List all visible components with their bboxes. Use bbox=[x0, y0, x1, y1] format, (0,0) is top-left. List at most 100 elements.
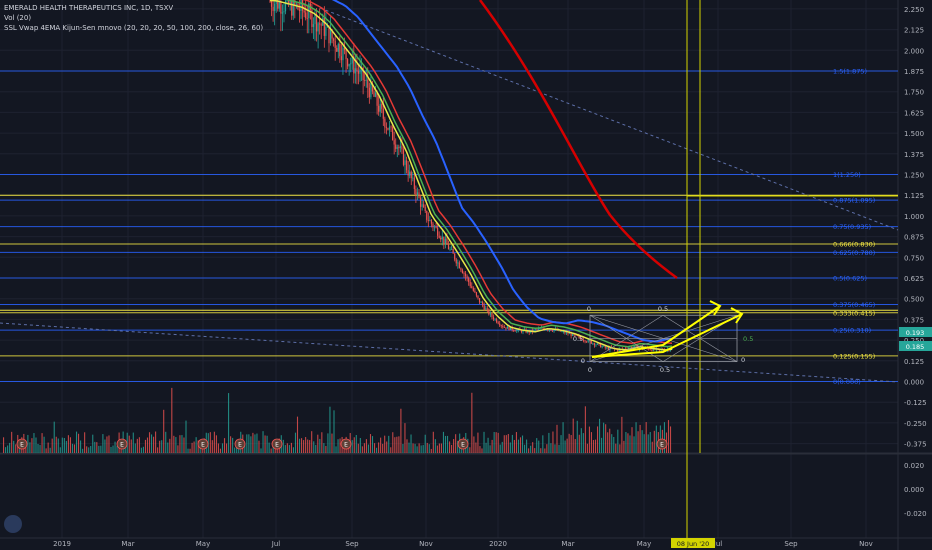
volume-bar bbox=[509, 442, 511, 453]
volume-bar bbox=[550, 443, 552, 453]
volume-bar bbox=[558, 444, 560, 453]
fib-level-label: 0.625(0.780) bbox=[833, 249, 875, 257]
volume-bar bbox=[562, 422, 564, 453]
candle-body bbox=[582, 340, 585, 341]
fib-level-label: 1(1.250) bbox=[833, 171, 861, 179]
volume-bar bbox=[284, 445, 286, 453]
price-tick-label: 2.125 bbox=[904, 27, 924, 35]
candle-body bbox=[399, 146, 401, 149]
volume-bar bbox=[406, 439, 408, 453]
candle-body bbox=[509, 327, 512, 330]
legend-volume[interactable]: Vol (20) bbox=[4, 14, 32, 22]
volume-bar bbox=[402, 444, 404, 453]
volume-bar bbox=[262, 431, 264, 453]
box-label: 0.5 bbox=[660, 366, 670, 374]
volume-bar bbox=[41, 433, 43, 453]
volume-bar bbox=[138, 437, 140, 453]
volume-bar bbox=[388, 435, 390, 453]
candle-body bbox=[322, 18, 324, 26]
volume-bar bbox=[590, 432, 593, 453]
candle-body bbox=[446, 238, 448, 245]
volume-bar bbox=[519, 437, 522, 453]
volume-bar bbox=[185, 420, 187, 453]
candle-body bbox=[272, 6, 274, 12]
candle-body bbox=[475, 292, 478, 296]
volume-bar bbox=[303, 440, 305, 453]
earnings-marker-label: E bbox=[344, 442, 348, 449]
volume-bar bbox=[578, 434, 580, 453]
volume-bar bbox=[153, 436, 155, 453]
volume-bar bbox=[386, 441, 388, 453]
price-tick-label: 1.375 bbox=[904, 151, 924, 159]
legend-symbol[interactable]: EMERALD HEALTH THERAPEUTICS INC, 1D, TSX… bbox=[4, 4, 174, 12]
candle-body bbox=[435, 226, 437, 228]
candle-body bbox=[404, 160, 406, 165]
candle-body bbox=[405, 160, 408, 171]
volume-bar bbox=[177, 445, 179, 453]
volume-bar bbox=[134, 443, 136, 453]
candle-body bbox=[489, 313, 492, 315]
volume-bar bbox=[258, 440, 260, 453]
candle-body bbox=[522, 330, 524, 333]
volume-bar bbox=[69, 437, 71, 453]
candle-body bbox=[539, 328, 541, 330]
volume-bar bbox=[449, 441, 451, 453]
candle-body bbox=[618, 349, 620, 351]
fib-level-label: 0.5(0.625) bbox=[833, 275, 867, 283]
candle-body bbox=[463, 273, 465, 274]
volume-bar bbox=[335, 446, 337, 453]
volume-bar bbox=[621, 416, 623, 453]
price-badge bbox=[899, 341, 932, 351]
candle-body bbox=[343, 47, 346, 51]
candle-body bbox=[385, 127, 388, 129]
candle-body bbox=[317, 23, 319, 32]
volume-bar bbox=[167, 442, 169, 453]
candle-body bbox=[474, 290, 476, 293]
volume-bar bbox=[309, 440, 311, 453]
volume-bar bbox=[144, 439, 147, 453]
candle-body bbox=[486, 308, 488, 310]
box-label: 0.5 bbox=[573, 335, 583, 343]
volume-bar bbox=[487, 437, 489, 453]
volume-bar bbox=[159, 440, 161, 453]
volume-bar bbox=[442, 431, 445, 453]
volume-bar bbox=[296, 416, 299, 453]
earnings-marker-label: E bbox=[120, 442, 124, 449]
volume-bar bbox=[416, 446, 418, 453]
volume-bar bbox=[45, 448, 47, 453]
volume-bar bbox=[574, 439, 576, 453]
candle-body bbox=[617, 349, 619, 351]
candle-body bbox=[331, 29, 333, 39]
volume-bar bbox=[446, 435, 449, 453]
volume-bar bbox=[59, 447, 61, 453]
candle-body bbox=[410, 171, 412, 179]
candle-body bbox=[357, 70, 360, 74]
volume-bar bbox=[483, 431, 485, 453]
volume-bar bbox=[51, 438, 53, 453]
tradingview-logo-icon[interactable] bbox=[4, 515, 22, 533]
volume-bar bbox=[286, 443, 288, 453]
candle-body bbox=[418, 192, 420, 198]
candle-body bbox=[382, 108, 384, 119]
volume-bar bbox=[57, 438, 59, 453]
candle-body bbox=[395, 144, 397, 149]
volume-bar bbox=[313, 441, 315, 453]
volume-bar bbox=[108, 435, 110, 453]
date-marker-box bbox=[671, 538, 715, 548]
volume-bar bbox=[244, 443, 246, 453]
candle-body bbox=[387, 128, 389, 130]
volume-bar bbox=[120, 448, 122, 453]
volume-bar bbox=[477, 432, 479, 453]
time-tick-label: Nov bbox=[419, 540, 433, 548]
price-badge bbox=[899, 327, 932, 337]
legend-indicator[interactable]: SSL Vwap 4EMA Kijun-Sen mnovo (20, 20, 2… bbox=[4, 24, 264, 32]
volume-bar bbox=[140, 447, 142, 453]
candle-body bbox=[342, 47, 344, 61]
volume-bar bbox=[264, 435, 266, 453]
candle-body bbox=[562, 331, 564, 333]
candle-body bbox=[460, 268, 462, 271]
candle-body bbox=[298, 9, 301, 12]
earnings-marker bbox=[234, 438, 246, 450]
candle-body bbox=[444, 238, 446, 244]
